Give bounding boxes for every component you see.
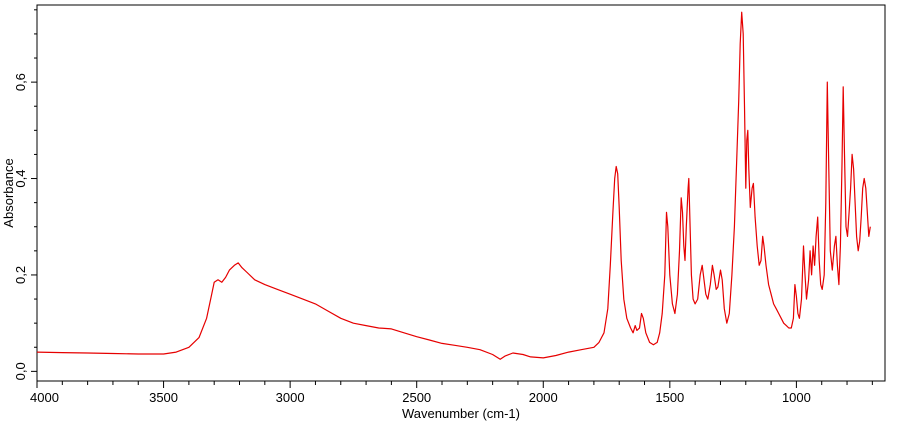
y-tick-label: 0,6 <box>13 73 28 91</box>
x-tick-label: 3000 <box>276 390 305 405</box>
plot-frame <box>36 4 886 382</box>
x-axis: 4000 3500 3000 2500 2000 1500 1000 <box>30 381 873 405</box>
y-tick-label: 0,2 <box>13 266 28 284</box>
y-axis: 0,0 0,2 0,4 0,6 <box>13 9 37 380</box>
x-tick-label: 2000 <box>529 390 558 405</box>
x-tick-label: 3500 <box>149 390 178 405</box>
series-line <box>36 11 871 360</box>
x-axis-title: Wavenumber (cm-1) <box>402 406 520 421</box>
x-tick-label: 4000 <box>30 390 59 405</box>
y-axis-title: Absorbance <box>1 158 16 227</box>
x-tick-label: 2500 <box>402 390 431 405</box>
x-tick-label: 1000 <box>782 390 811 405</box>
x-tick-label: 1500 <box>655 390 684 405</box>
y-tick-label: 0,0 <box>13 362 28 380</box>
y-tick-label: 0,4 <box>13 169 28 187</box>
